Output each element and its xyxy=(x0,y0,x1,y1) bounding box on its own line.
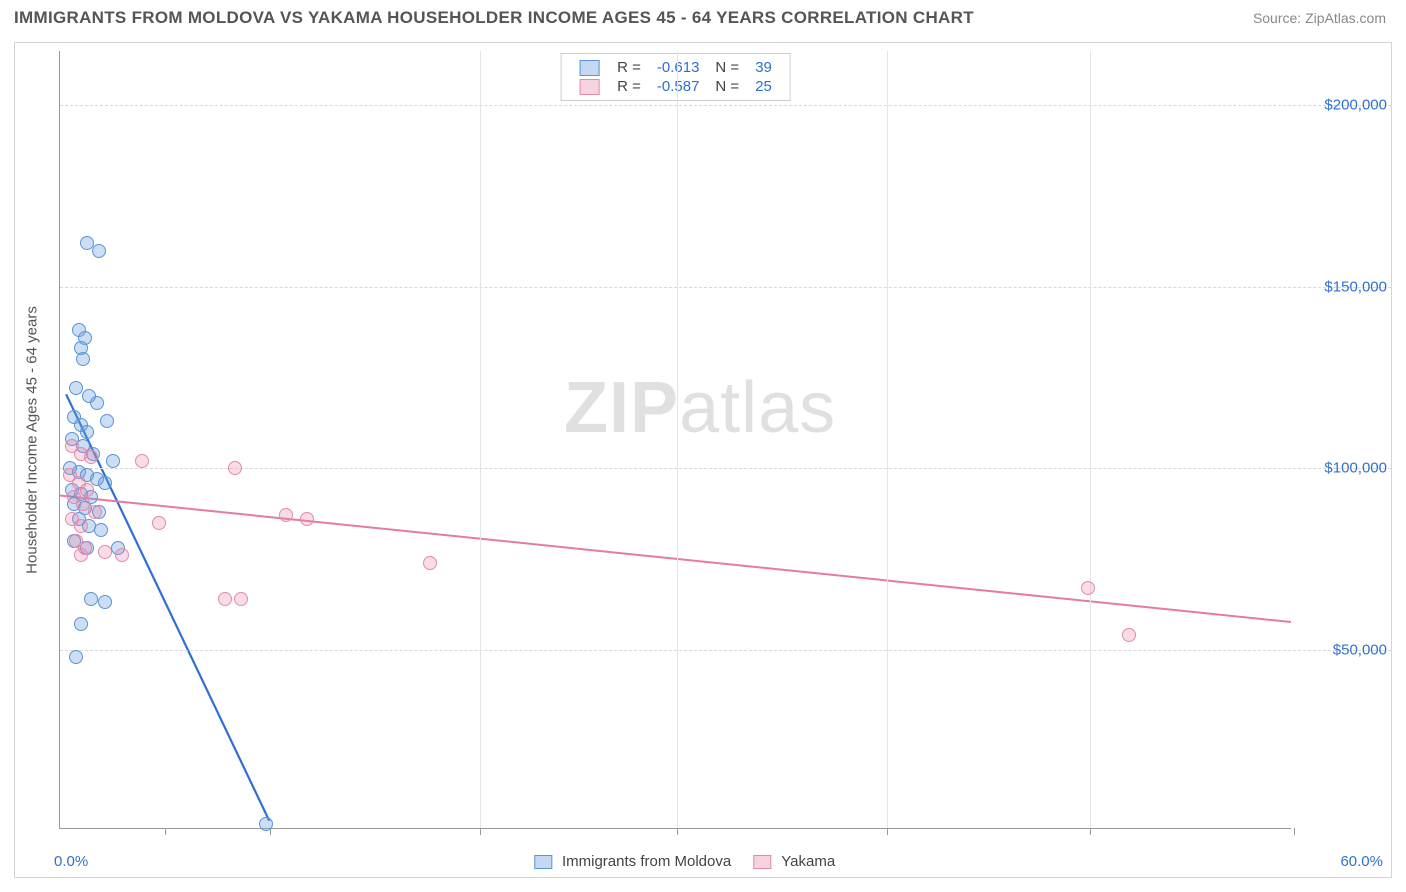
data-point-moldova xyxy=(106,454,120,468)
x-tick xyxy=(480,828,481,835)
gridline-h xyxy=(60,287,1391,288)
watermark: ZIPatlas xyxy=(564,367,836,449)
data-point-yakama xyxy=(228,461,242,475)
gridline-v xyxy=(677,51,678,828)
data-point-moldova xyxy=(98,595,112,609)
data-point-moldova xyxy=(100,414,114,428)
data-point-yakama xyxy=(115,548,129,562)
data-point-yakama xyxy=(98,545,112,559)
x-tick xyxy=(677,828,678,835)
data-point-yakama xyxy=(80,483,94,497)
gridline-v xyxy=(480,51,481,828)
legend-label-moldova: Immigrants from Moldova xyxy=(562,853,731,870)
y-tick-label: $150,000 xyxy=(1324,278,1387,295)
data-point-moldova xyxy=(94,523,108,537)
gridline-v xyxy=(887,51,888,828)
data-point-yakama xyxy=(1122,628,1136,642)
plot-area: Householder Income Ages 45 - 64 years ZI… xyxy=(59,51,1291,829)
data-point-moldova xyxy=(74,617,88,631)
data-point-yakama xyxy=(300,512,314,526)
x-max-label: 60.0% xyxy=(1340,853,1383,870)
data-point-yakama xyxy=(88,505,102,519)
source-label: Source: ZipAtlas.com xyxy=(1253,10,1386,26)
data-point-yakama xyxy=(423,556,437,570)
data-point-yakama xyxy=(135,454,149,468)
data-point-yakama xyxy=(1081,581,1095,595)
data-point-moldova xyxy=(76,352,90,366)
x-tick xyxy=(887,828,888,835)
legend-series: Immigrants from Moldova Yakama xyxy=(516,853,835,870)
swatch-icon xyxy=(579,79,599,95)
y-tick-label: $50,000 xyxy=(1333,641,1387,658)
data-point-yakama xyxy=(218,592,232,606)
x-min-label: 0.0% xyxy=(54,853,88,870)
x-tick xyxy=(165,828,166,835)
data-point-moldova xyxy=(92,244,106,258)
data-point-moldova xyxy=(69,650,83,664)
legend-label-yakama: Yakama xyxy=(781,853,835,870)
swatch-icon xyxy=(753,855,771,869)
swatch-icon xyxy=(579,60,599,76)
chart-title: IMMIGRANTS FROM MOLDOVA VS YAKAMA HOUSEH… xyxy=(14,8,974,28)
legend-stats: R = -0.613 N = 39 R = -0.587 N = 25 xyxy=(560,53,791,101)
x-tick xyxy=(1090,828,1091,835)
data-point-yakama xyxy=(152,516,166,530)
data-point-yakama xyxy=(74,548,88,562)
legend-row-moldova: R = -0.613 N = 39 xyxy=(571,58,780,77)
data-point-moldova xyxy=(259,817,273,831)
y-axis-title: Householder Income Ages 45 - 64 years xyxy=(24,306,41,574)
gridline-h xyxy=(60,105,1391,106)
x-tick xyxy=(1294,828,1295,835)
gridline-v xyxy=(1090,51,1091,828)
data-point-yakama xyxy=(84,450,98,464)
data-point-moldova xyxy=(80,425,94,439)
data-point-yakama xyxy=(74,519,88,533)
chart-container: Householder Income Ages 45 - 64 years ZI… xyxy=(14,42,1392,878)
y-tick-label: $100,000 xyxy=(1324,460,1387,477)
data-point-moldova xyxy=(90,396,104,410)
data-point-moldova xyxy=(84,592,98,606)
data-point-yakama xyxy=(279,508,293,522)
trend-lines xyxy=(60,51,1291,828)
swatch-icon xyxy=(534,855,552,869)
gridline-h xyxy=(60,468,1391,469)
legend-row-yakama: R = -0.587 N = 25 xyxy=(571,77,780,96)
data-point-yakama xyxy=(234,592,248,606)
y-tick-label: $200,000 xyxy=(1324,97,1387,114)
gridline-h xyxy=(60,650,1391,651)
data-point-moldova xyxy=(98,476,112,490)
